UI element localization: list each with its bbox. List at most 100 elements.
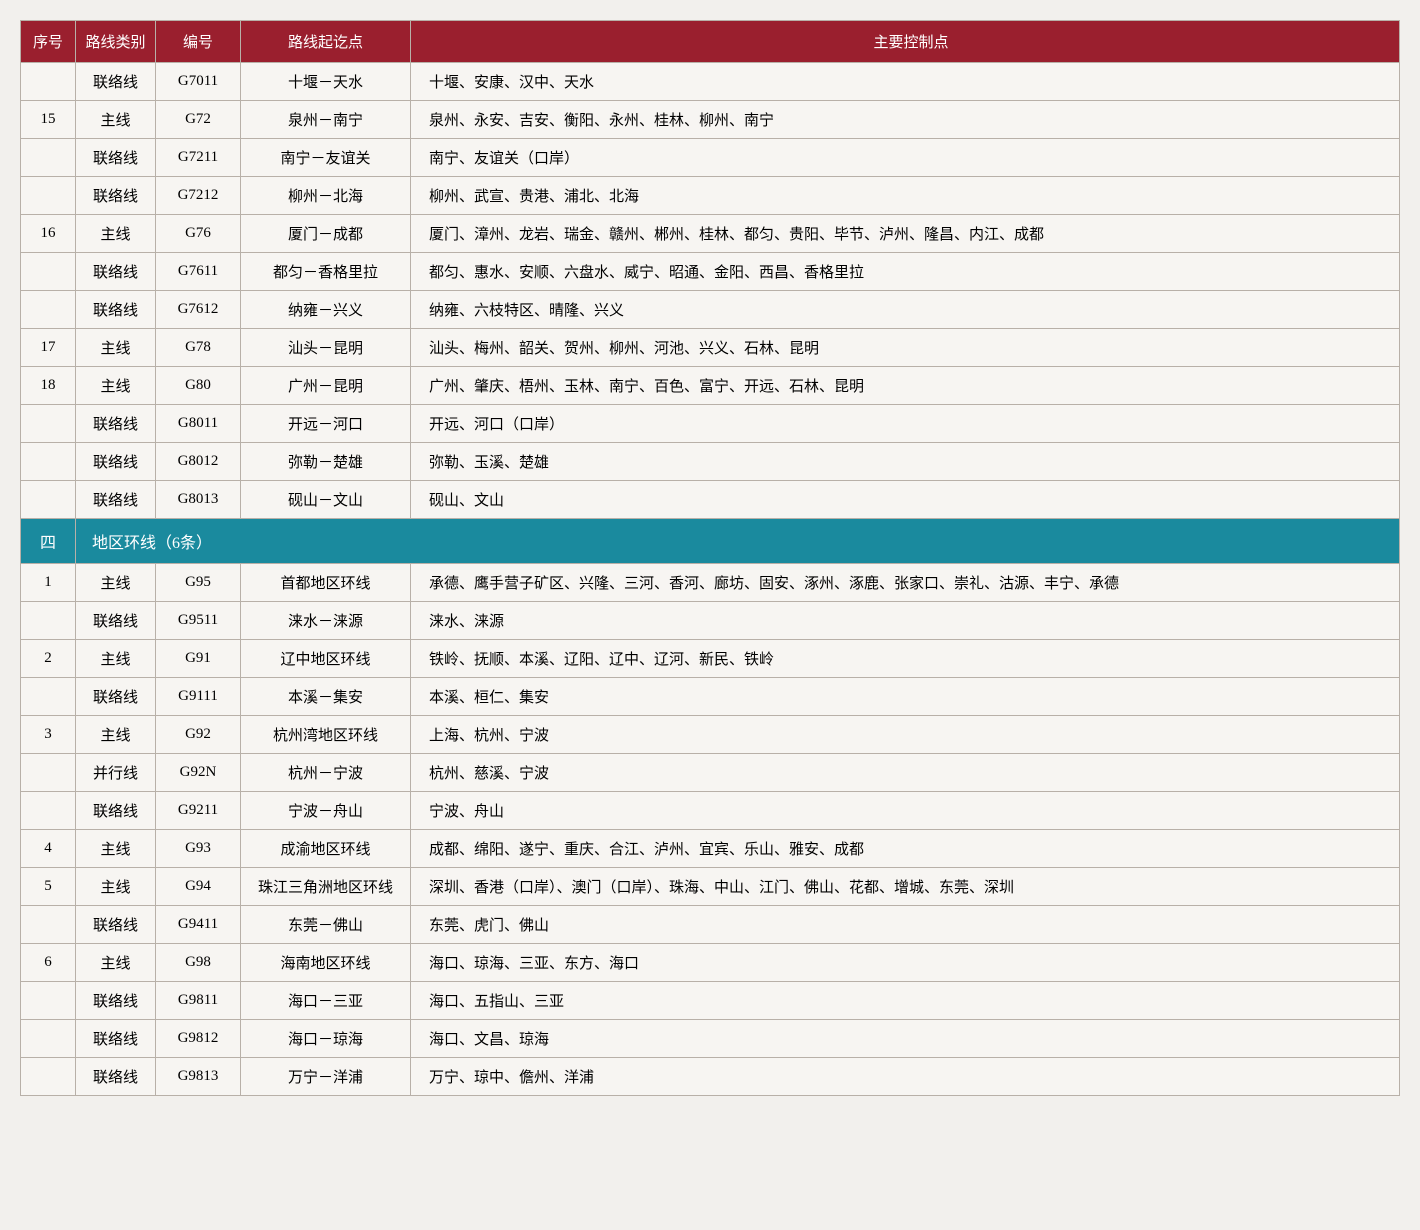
cell-type: 联络线 bbox=[76, 253, 156, 291]
table-header-row: 序号 路线类别 编号 路线起讫点 主要控制点 bbox=[21, 21, 1400, 63]
table-row: 联络线G9813万宁－洋浦万宁、琼中、儋州、洋浦 bbox=[21, 1058, 1400, 1096]
cell-code: G7212 bbox=[156, 177, 241, 215]
cell-code: G9111 bbox=[156, 678, 241, 716]
cell-route: 涞水－涞源 bbox=[241, 602, 411, 640]
cell-code: G92 bbox=[156, 716, 241, 754]
cell-type: 联络线 bbox=[76, 792, 156, 830]
table-row: 4主线G93成渝地区环线成都、绵阳、遂宁、重庆、合江、泸州、宜宾、乐山、雅安、成… bbox=[21, 830, 1400, 868]
cell-type: 联络线 bbox=[76, 1058, 156, 1096]
highway-routes-table: 序号 路线类别 编号 路线起讫点 主要控制点 联络线G7011十堰－天水十堰、安… bbox=[20, 20, 1400, 1096]
cell-seq bbox=[21, 291, 76, 329]
cell-route: 杭州－宁波 bbox=[241, 754, 411, 792]
cell-route: 万宁－洋浦 bbox=[241, 1058, 411, 1096]
cell-points: 海口、文昌、琼海 bbox=[411, 1020, 1400, 1058]
cell-seq: 3 bbox=[21, 716, 76, 754]
header-points: 主要控制点 bbox=[411, 21, 1400, 63]
cell-type: 主线 bbox=[76, 367, 156, 405]
table-row: 联络线G7611都匀－香格里拉都匀、惠水、安顺、六盘水、威宁、昭通、金阳、西昌、… bbox=[21, 253, 1400, 291]
table-row: 15主线G72泉州－南宁泉州、永安、吉安、衡阳、永州、桂林、柳州、南宁 bbox=[21, 101, 1400, 139]
cell-type: 主线 bbox=[76, 944, 156, 982]
cell-points: 成都、绵阳、遂宁、重庆、合江、泸州、宜宾、乐山、雅安、成都 bbox=[411, 830, 1400, 868]
cell-seq bbox=[21, 63, 76, 101]
cell-route: 东莞－佛山 bbox=[241, 906, 411, 944]
cell-code: G72 bbox=[156, 101, 241, 139]
section-title: 地区环线（6条） bbox=[76, 519, 1400, 564]
cell-route: 本溪－集安 bbox=[241, 678, 411, 716]
cell-type: 联络线 bbox=[76, 1020, 156, 1058]
cell-route: 海口－三亚 bbox=[241, 982, 411, 1020]
cell-type: 联络线 bbox=[76, 177, 156, 215]
section-number: 四 bbox=[21, 519, 76, 564]
header-code: 编号 bbox=[156, 21, 241, 63]
cell-seq bbox=[21, 678, 76, 716]
cell-points: 铁岭、抚顺、本溪、辽阳、辽中、辽河、新民、铁岭 bbox=[411, 640, 1400, 678]
table-row: 16主线G76厦门－成都厦门、漳州、龙岩、瑞金、赣州、郴州、桂林、都匀、贵阳、毕… bbox=[21, 215, 1400, 253]
cell-code: G9813 bbox=[156, 1058, 241, 1096]
cell-points: 东莞、虎门、佛山 bbox=[411, 906, 1400, 944]
cell-code: G7011 bbox=[156, 63, 241, 101]
cell-code: G7612 bbox=[156, 291, 241, 329]
cell-type: 联络线 bbox=[76, 678, 156, 716]
cell-code: G98 bbox=[156, 944, 241, 982]
cell-type: 联络线 bbox=[76, 139, 156, 177]
cell-route: 汕头－昆明 bbox=[241, 329, 411, 367]
cell-points: 涞水、涞源 bbox=[411, 602, 1400, 640]
header-route: 路线起讫点 bbox=[241, 21, 411, 63]
cell-code: G9511 bbox=[156, 602, 241, 640]
cell-seq: 5 bbox=[21, 868, 76, 906]
cell-seq: 6 bbox=[21, 944, 76, 982]
cell-code: G8012 bbox=[156, 443, 241, 481]
cell-type: 主线 bbox=[76, 640, 156, 678]
cell-route: 杭州湾地区环线 bbox=[241, 716, 411, 754]
table-row: 18主线G80广州－昆明广州、肇庆、梧州、玉林、南宁、百色、富宁、开远、石林、昆… bbox=[21, 367, 1400, 405]
cell-route: 都匀－香格里拉 bbox=[241, 253, 411, 291]
cell-route: 厦门－成都 bbox=[241, 215, 411, 253]
cell-points: 厦门、漳州、龙岩、瑞金、赣州、郴州、桂林、都匀、贵阳、毕节、泸州、隆昌、内江、成… bbox=[411, 215, 1400, 253]
cell-seq bbox=[21, 906, 76, 944]
cell-points: 深圳、香港（口岸）、澳门（口岸）、珠海、中山、江门、佛山、花都、增城、东莞、深圳 bbox=[411, 868, 1400, 906]
cell-type: 联络线 bbox=[76, 291, 156, 329]
table-row: 5主线G94珠江三角洲地区环线深圳、香港（口岸）、澳门（口岸）、珠海、中山、江门… bbox=[21, 868, 1400, 906]
cell-code: G8011 bbox=[156, 405, 241, 443]
table-row: 3主线G92杭州湾地区环线上海、杭州、宁波 bbox=[21, 716, 1400, 754]
cell-code: G7611 bbox=[156, 253, 241, 291]
cell-type: 联络线 bbox=[76, 443, 156, 481]
cell-route: 柳州－北海 bbox=[241, 177, 411, 215]
cell-seq: 16 bbox=[21, 215, 76, 253]
cell-points: 宁波、舟山 bbox=[411, 792, 1400, 830]
cell-type: 主线 bbox=[76, 716, 156, 754]
cell-code: G76 bbox=[156, 215, 241, 253]
cell-seq bbox=[21, 1058, 76, 1096]
table-row: 联络线G7211南宁－友谊关南宁、友谊关（口岸） bbox=[21, 139, 1400, 177]
cell-seq: 15 bbox=[21, 101, 76, 139]
cell-seq: 4 bbox=[21, 830, 76, 868]
table-row: 联络线G9411东莞－佛山东莞、虎门、佛山 bbox=[21, 906, 1400, 944]
cell-code: G93 bbox=[156, 830, 241, 868]
table-body-upper: 联络线G7011十堰－天水十堰、安康、汉中、天水15主线G72泉州－南宁泉州、永… bbox=[21, 63, 1400, 519]
cell-type: 主线 bbox=[76, 830, 156, 868]
cell-seq bbox=[21, 405, 76, 443]
cell-points: 纳雍、六枝特区、晴隆、兴义 bbox=[411, 291, 1400, 329]
cell-route: 开远－河口 bbox=[241, 405, 411, 443]
cell-route: 十堰－天水 bbox=[241, 63, 411, 101]
cell-points: 汕头、梅州、韶关、贺州、柳州、河池、兴义、石林、昆明 bbox=[411, 329, 1400, 367]
header-type: 路线类别 bbox=[76, 21, 156, 63]
header-seq: 序号 bbox=[21, 21, 76, 63]
cell-points: 海口、五指山、三亚 bbox=[411, 982, 1400, 1020]
cell-points: 开远、河口（口岸） bbox=[411, 405, 1400, 443]
cell-route: 海南地区环线 bbox=[241, 944, 411, 982]
cell-seq: 2 bbox=[21, 640, 76, 678]
cell-points: 万宁、琼中、儋州、洋浦 bbox=[411, 1058, 1400, 1096]
table-row: 6主线G98海南地区环线海口、琼海、三亚、东方、海口 bbox=[21, 944, 1400, 982]
cell-points: 砚山、文山 bbox=[411, 481, 1400, 519]
cell-route: 海口－琼海 bbox=[241, 1020, 411, 1058]
cell-points: 杭州、慈溪、宁波 bbox=[411, 754, 1400, 792]
cell-seq bbox=[21, 177, 76, 215]
cell-seq bbox=[21, 792, 76, 830]
cell-points: 上海、杭州、宁波 bbox=[411, 716, 1400, 754]
cell-type: 联络线 bbox=[76, 481, 156, 519]
cell-code: G95 bbox=[156, 564, 241, 602]
table-row: 2主线G91辽中地区环线铁岭、抚顺、本溪、辽阳、辽中、辽河、新民、铁岭 bbox=[21, 640, 1400, 678]
table-row: 联络线G7011十堰－天水十堰、安康、汉中、天水 bbox=[21, 63, 1400, 101]
table-row: 联络线G9511涞水－涞源涞水、涞源 bbox=[21, 602, 1400, 640]
